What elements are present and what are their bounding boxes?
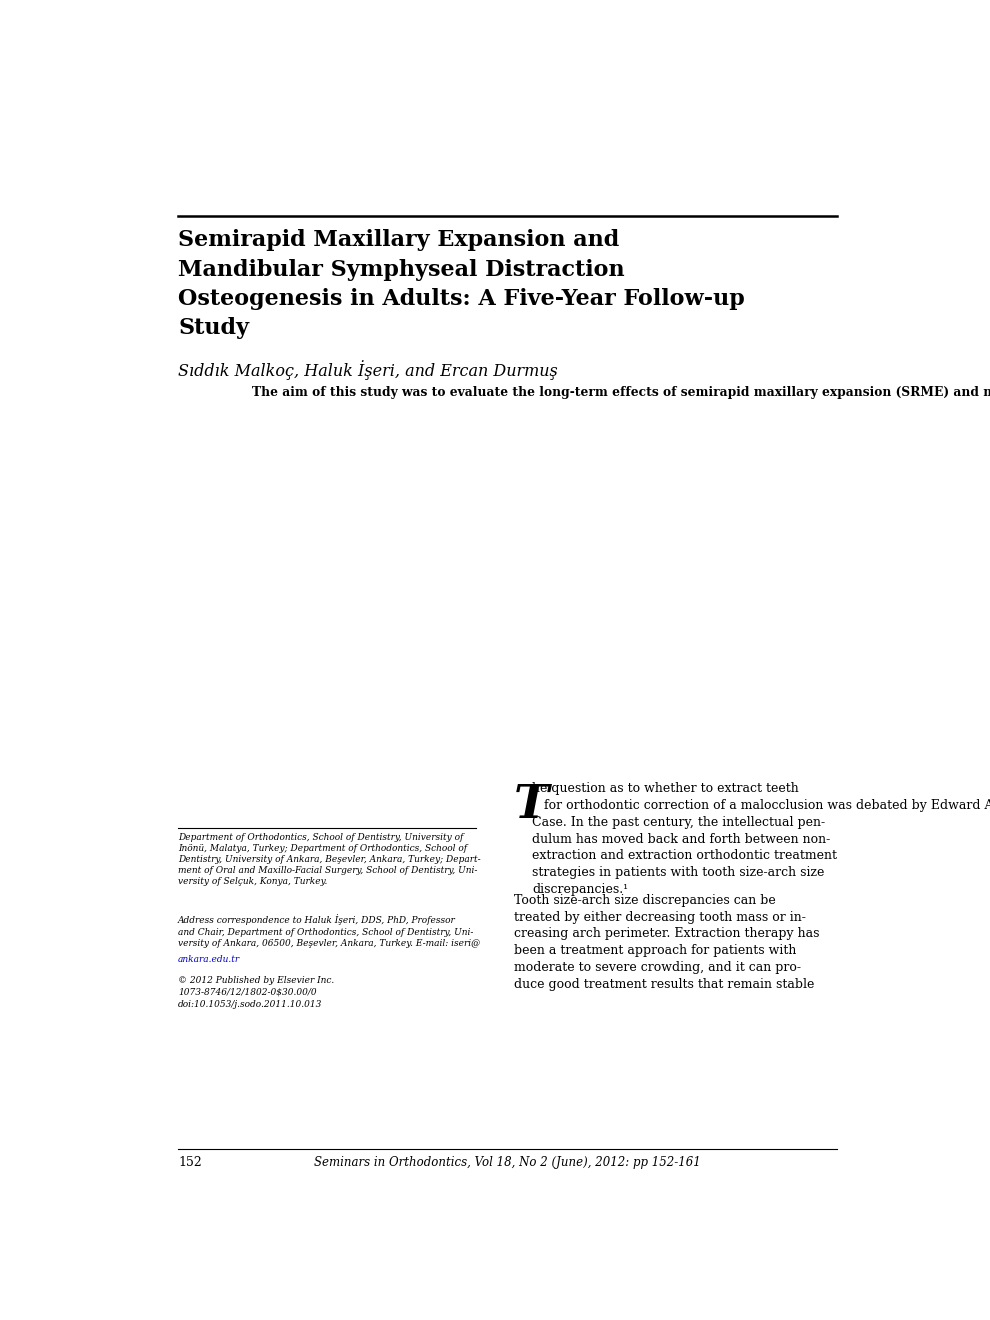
Text: T: T	[514, 781, 548, 828]
Text: Study: Study	[178, 317, 249, 339]
Text: 152: 152	[178, 1155, 202, 1168]
Text: Osteogenesis in Adults: A Five-Year Follow-up: Osteogenesis in Adults: A Five-Year Foll…	[178, 288, 744, 310]
Text: Semirapid Maxillary Expansion and: Semirapid Maxillary Expansion and	[178, 230, 620, 251]
Text: he question as to whether to extract teeth
   for orthodontic correction of a ma: he question as to whether to extract tee…	[533, 781, 990, 896]
Text: Sıddık Malkoç, Haluk İşeri, and Ercan Durmuş: Sıddık Malkoç, Haluk İşeri, and Ercan Du…	[178, 360, 557, 380]
Text: © 2012 Published by Elsevier Inc.
1073-8746/12/1802-0$30.00/0
doi:10.1053/j.sodo: © 2012 Published by Elsevier Inc. 1073-8…	[178, 977, 335, 1008]
Text: Mandibular Symphyseal Distraction: Mandibular Symphyseal Distraction	[178, 259, 625, 281]
Text: Address correspondence to Haluk İşeri, DDS, PhD, Professor
and Chair, Department: Address correspondence to Haluk İşeri, D…	[178, 915, 480, 958]
Text: ankara.edu.tr: ankara.edu.tr	[178, 954, 241, 964]
Text: Tooth size-arch size discrepancies can be
treated by either decreasing tooth mas: Tooth size-arch size discrepancies can b…	[514, 894, 819, 991]
Text: The aim of this study was to evaluate the long-term effects of semirapid maxilla: The aim of this study was to evaluate th…	[251, 385, 990, 399]
Text: Department of Orthodontics, School of Dentistry, University of
Inönü, Malatya, T: Department of Orthodontics, School of De…	[178, 833, 480, 886]
Text: Seminars in Orthodontics, Vol 18, No 2 (June), 2012: pp 152-161: Seminars in Orthodontics, Vol 18, No 2 (…	[314, 1155, 701, 1168]
